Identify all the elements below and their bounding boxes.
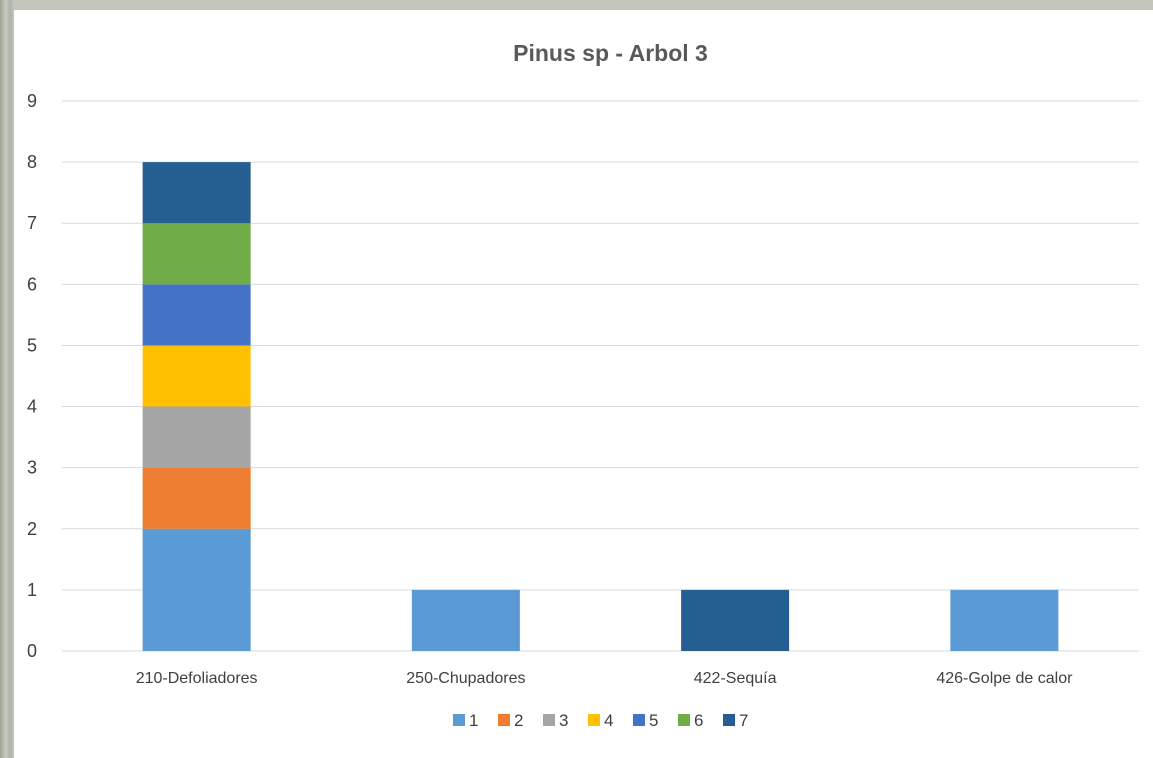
legend-swatch (723, 714, 735, 726)
legend-label: 2 (514, 711, 523, 730)
bar-segment (411, 589, 520, 651)
bar-segment (142, 284, 251, 346)
bar-segment (950, 589, 1059, 651)
x-axis-categories: 210-Defoliadores 250-Chupadores 422-Sequía… (136, 670, 1073, 687)
legend: 1 2 3 4 5 6 7 (453, 711, 748, 730)
legend-swatch (678, 714, 690, 726)
x-category-label: 422-Sequía (694, 670, 777, 687)
legend-label: 4 (604, 711, 613, 730)
x-category-label: 426-Golpe de calor (936, 670, 1073, 687)
legend-swatch (543, 714, 555, 726)
chart-title: Pinus sp - Arbol 3 (513, 40, 708, 66)
y-axis-ticks: 0 1 2 3 4 5 6 7 8 9 (27, 91, 37, 661)
stacked-bar-chart: Pinus sp - Arbol 3 0 1 2 3 4 5 6 7 8 9 210-Defoli… (27, 40, 1139, 730)
legend-label: 3 (559, 711, 568, 730)
legend-swatch (633, 714, 645, 726)
bar-segment (142, 528, 251, 651)
bar-segment (142, 162, 251, 224)
legend-swatch (453, 714, 465, 726)
x-category-label: 250-Chupadores (406, 670, 525, 687)
bar-segment (142, 467, 251, 529)
chart-panel: Pinus sp - Arbol 3 0 1 2 3 4 5 6 7 8 9 210-Defoli… (14, 10, 1153, 758)
y-tick-label: 1 (27, 580, 37, 600)
legend-label: 1 (469, 711, 478, 730)
y-tick-label: 9 (27, 91, 37, 111)
y-tick-label: 7 (27, 213, 37, 233)
legend-label: 6 (694, 711, 703, 730)
bar-segment (681, 589, 790, 651)
y-tick-label: 2 (27, 519, 37, 539)
legend-swatch (498, 714, 510, 726)
y-tick-label: 6 (27, 274, 37, 294)
y-tick-label: 3 (27, 458, 37, 478)
legend-label: 5 (649, 711, 658, 730)
y-tick-label: 5 (27, 335, 37, 355)
legend-label: 7 (739, 711, 748, 730)
bar-segment (142, 223, 251, 285)
bars (142, 162, 1059, 651)
bar-segment (142, 406, 251, 468)
y-tick-label: 0 (27, 641, 37, 661)
x-category-label: 210-Defoliadores (136, 670, 258, 687)
y-tick-label: 4 (27, 397, 37, 417)
y-tick-label: 8 (27, 152, 37, 172)
legend-swatch (588, 714, 600, 726)
bar-segment (142, 345, 251, 407)
